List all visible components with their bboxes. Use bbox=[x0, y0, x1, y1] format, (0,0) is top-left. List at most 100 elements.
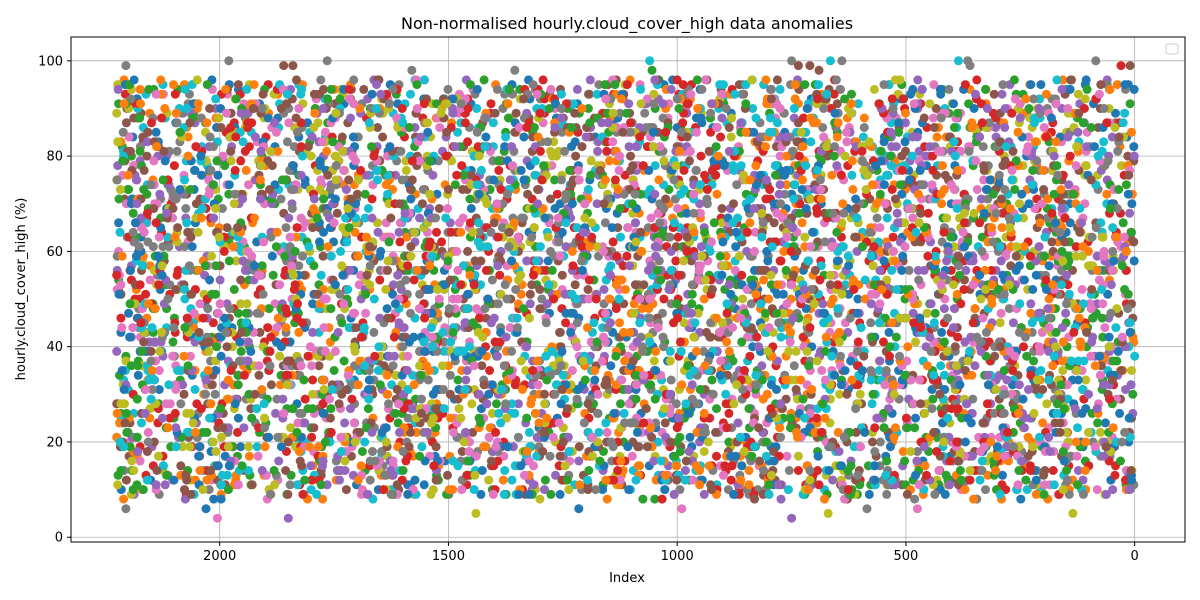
data-point bbox=[793, 466, 803, 475]
data-point bbox=[511, 108, 521, 118]
data-point bbox=[222, 342, 232, 352]
data-point bbox=[462, 366, 472, 375]
data-point bbox=[336, 246, 345, 256]
data-point bbox=[158, 413, 167, 423]
data-point bbox=[394, 318, 404, 328]
data-point bbox=[356, 270, 366, 280]
data-point bbox=[428, 170, 438, 180]
data-point bbox=[882, 489, 892, 499]
data-point bbox=[757, 361, 767, 371]
data-point bbox=[782, 132, 791, 142]
data-point bbox=[890, 256, 900, 266]
data-point bbox=[477, 361, 487, 371]
data-point bbox=[322, 146, 332, 156]
data-point bbox=[1078, 251, 1087, 261]
data-point bbox=[1030, 118, 1039, 128]
data-point bbox=[465, 80, 475, 90]
data-point bbox=[229, 285, 239, 294]
data-point bbox=[696, 151, 706, 161]
data-point bbox=[196, 213, 206, 223]
data-point bbox=[996, 256, 1006, 266]
data-point bbox=[724, 123, 734, 132]
data-point bbox=[307, 361, 317, 371]
data-point bbox=[1055, 418, 1065, 428]
data-point bbox=[627, 451, 637, 461]
data-point bbox=[1035, 432, 1044, 442]
data-point bbox=[951, 361, 961, 371]
data-point bbox=[133, 370, 143, 380]
data-point bbox=[454, 218, 464, 228]
data-point bbox=[791, 385, 801, 394]
data-point bbox=[621, 108, 631, 118]
data-point bbox=[438, 385, 448, 394]
data-point bbox=[443, 204, 452, 213]
data-point bbox=[526, 399, 536, 409]
data-point bbox=[990, 351, 1000, 361]
data-point bbox=[853, 337, 863, 347]
data-point bbox=[431, 442, 441, 452]
data-point bbox=[441, 213, 451, 223]
data-point bbox=[825, 270, 835, 280]
data-point bbox=[858, 366, 867, 375]
data-point bbox=[492, 399, 501, 409]
data-point bbox=[592, 242, 602, 252]
data-point bbox=[959, 285, 969, 294]
data-point bbox=[711, 427, 721, 437]
data-point bbox=[872, 199, 882, 209]
data-point bbox=[303, 118, 312, 128]
data-point bbox=[958, 227, 968, 237]
data-point bbox=[170, 408, 180, 418]
data-point bbox=[155, 189, 165, 199]
data-point bbox=[745, 218, 755, 228]
data-point bbox=[1011, 251, 1021, 261]
data-point bbox=[814, 480, 824, 490]
data-point bbox=[1028, 442, 1038, 452]
data-point bbox=[848, 185, 858, 194]
data-point bbox=[929, 318, 939, 328]
data-point bbox=[364, 375, 374, 385]
data-point bbox=[331, 161, 341, 171]
data-point bbox=[1117, 261, 1127, 271]
data-point bbox=[1099, 137, 1109, 147]
data-point bbox=[687, 299, 697, 309]
data-point bbox=[1071, 251, 1081, 261]
data-point bbox=[263, 323, 273, 333]
data-point bbox=[172, 270, 182, 280]
data-point bbox=[975, 475, 985, 485]
data-point bbox=[550, 123, 560, 132]
data-point bbox=[789, 361, 799, 371]
data-point bbox=[1129, 256, 1139, 266]
data-point bbox=[843, 466, 853, 475]
data-point bbox=[952, 289, 962, 299]
data-point bbox=[406, 89, 415, 99]
data-point bbox=[409, 275, 419, 285]
data-point bbox=[116, 466, 126, 475]
data-point bbox=[622, 80, 632, 90]
data-point bbox=[942, 256, 952, 266]
data-point bbox=[1039, 185, 1049, 194]
data-point bbox=[378, 132, 388, 142]
data-point bbox=[493, 261, 503, 271]
data-point bbox=[822, 142, 832, 152]
data-point bbox=[337, 261, 347, 271]
data-point bbox=[633, 442, 643, 452]
data-point bbox=[805, 194, 815, 204]
data-point bbox=[1114, 132, 1124, 142]
data-point bbox=[337, 132, 347, 142]
data-point bbox=[171, 442, 181, 452]
data-point bbox=[406, 242, 416, 252]
data-point bbox=[1099, 380, 1109, 390]
data-point bbox=[264, 304, 274, 314]
data-point bbox=[294, 104, 304, 113]
data-point bbox=[715, 370, 725, 380]
data-point bbox=[1108, 423, 1118, 433]
data-point bbox=[535, 304, 545, 314]
data-point bbox=[1071, 242, 1081, 252]
data-point bbox=[168, 337, 178, 347]
data-point bbox=[367, 142, 377, 152]
data-point bbox=[223, 442, 233, 452]
data-point bbox=[1106, 280, 1116, 290]
data-point bbox=[901, 108, 910, 118]
data-point bbox=[887, 185, 897, 194]
data-point bbox=[160, 104, 170, 113]
